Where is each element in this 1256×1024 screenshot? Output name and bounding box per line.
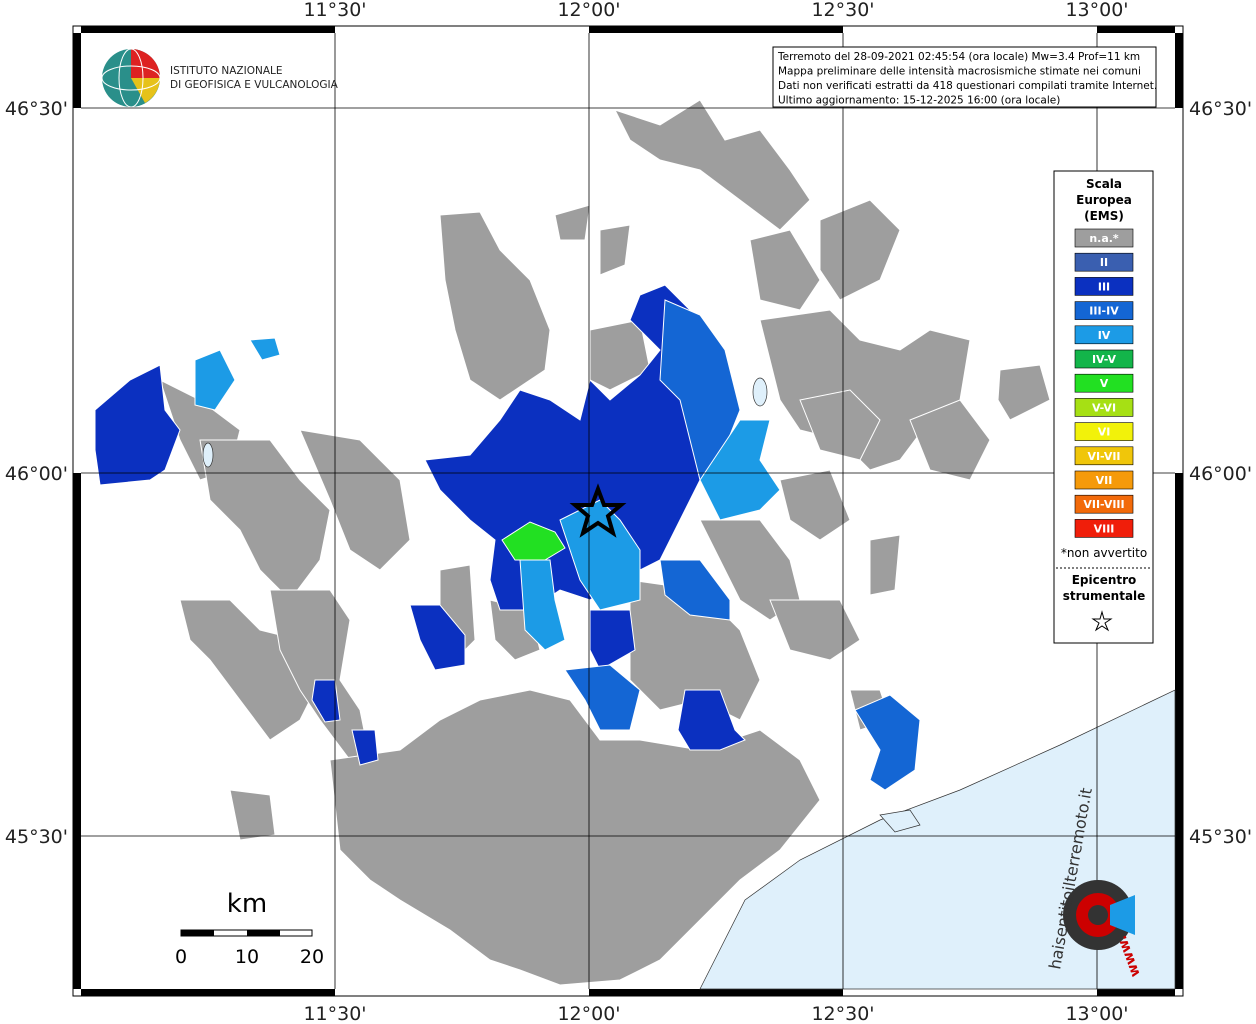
border-seg	[589, 26, 843, 33]
border-seg	[73, 33, 81, 108]
legend-title: Europea	[1076, 193, 1132, 207]
legend-swatch	[1074, 422, 1134, 441]
municipalities-felt	[94, 284, 921, 791]
scale-label: 0	[175, 946, 187, 968]
latitude-label: 46°30'	[1189, 98, 1252, 120]
border-seg	[81, 989, 335, 996]
legend-star	[1091, 610, 1113, 632]
info-box	[772, 46, 1157, 108]
legend-label: VII	[1096, 474, 1113, 487]
longitude-label: 11°30'	[303, 1003, 366, 1024]
legend-swatch	[1074, 519, 1134, 538]
legend-label: IV-V	[1092, 353, 1117, 366]
legend-label: VI-VII	[1087, 450, 1120, 463]
border-seg	[1175, 473, 1183, 836]
scale-label: 20	[300, 946, 324, 968]
legend-swatch	[1074, 301, 1134, 320]
latitude-label: 46°00'	[1189, 463, 1252, 485]
scale-label: 10	[235, 946, 259, 968]
lakes	[202, 377, 921, 833]
legend-label: V	[1100, 377, 1109, 390]
legend-label: III-IV	[1089, 305, 1119, 318]
longitude-label: 12°00'	[557, 0, 620, 21]
longitude-label: 11°30'	[303, 0, 366, 21]
legend-label: VI	[1098, 426, 1111, 439]
longitude-label: 12°00'	[557, 1003, 620, 1024]
legend-swatch	[1074, 494, 1134, 514]
legend-epicenter: strumentale	[1063, 589, 1146, 603]
epicenter-star	[569, 483, 627, 538]
scale-bar: km 0 10 20	[175, 889, 324, 968]
border-seg	[1097, 26, 1175, 33]
legend-swatch	[1074, 470, 1134, 490]
border-seg	[1097, 989, 1175, 996]
border-seg	[73, 473, 81, 836]
legend-label: VII-VIII	[1083, 498, 1124, 511]
legend-epicenter: Epicentro	[1072, 573, 1137, 587]
legend-note: *non avvertito	[1061, 546, 1147, 560]
longitude-label: 13°00'	[1065, 1003, 1128, 1024]
info-line: Dati non verificati estratti da 418 ques…	[778, 80, 1157, 92]
sea	[699, 689, 1176, 990]
border-seg	[589, 989, 843, 996]
legend-swatch	[1074, 228, 1134, 248]
legend-title: (EMS)	[1084, 209, 1124, 223]
scale-unit: km	[227, 889, 267, 919]
municipalities-na	[159, 99, 1051, 986]
legend-swatch	[1074, 373, 1134, 393]
legend-swatch	[1074, 398, 1134, 417]
legend-title: Scala	[1086, 177, 1122, 191]
legend-swatch	[1074, 349, 1134, 369]
legend: ScalaEuropea(EMS)n.a.*IIIIIIII-IVIVIV-VV…	[1061, 177, 1147, 603]
longitude-label: 13°00'	[1065, 0, 1128, 21]
border-seg	[1175, 836, 1183, 989]
legend-swatch	[1074, 252, 1134, 272]
coordinate-labels: 11°30' 11°30' 12°00' 12°00' 12°30' 12°30' 13°0…	[5, 0, 1252, 1024]
legend-swatch	[1074, 446, 1134, 466]
legend-swatch	[1074, 325, 1134, 345]
legend-label: II	[1100, 256, 1108, 269]
latitude-label: 45°30'	[5, 826, 68, 848]
longitude-label: 12°30'	[811, 1003, 874, 1024]
logo-line: ISTITUTO NAZIONALE	[170, 65, 283, 77]
info-line: Ultimo aggiornamento: 15-12-2025 16:00 (…	[778, 95, 1060, 107]
legend-label: VIII	[1094, 522, 1115, 535]
info-line: Mappa preliminare delle intensità macros…	[778, 66, 1141, 78]
legend-label: n.a.*	[1089, 232, 1119, 245]
border-seg	[1175, 33, 1183, 108]
info-line: Terremoto del 28-09-2021 02:45:54 (ora l…	[777, 51, 1140, 63]
legend-label: III	[1098, 280, 1110, 293]
ingv-logo: ISTITUTO NAZIONALE DI GEOFISICA E VULCAN…	[101, 48, 339, 108]
latitude-label: 45°30'	[1189, 826, 1252, 848]
info-text: Terremoto del 28-09-2021 02:45:54 (ora l…	[777, 51, 1157, 107]
latitude-label: 46°00'	[5, 463, 68, 485]
longitude-label: 12°30'	[811, 0, 874, 21]
legend-swatch	[1074, 277, 1134, 296]
map-border	[73, 26, 1183, 996]
legend-label: IV	[1098, 329, 1111, 342]
legend-label: V-VI	[1092, 401, 1116, 414]
border-seg	[73, 836, 81, 989]
logo-line: DI GEOFISICA E VULCANOLOGIA	[170, 79, 339, 91]
latitude-label: 46°30'	[5, 98, 68, 120]
border-seg	[81, 26, 335, 33]
